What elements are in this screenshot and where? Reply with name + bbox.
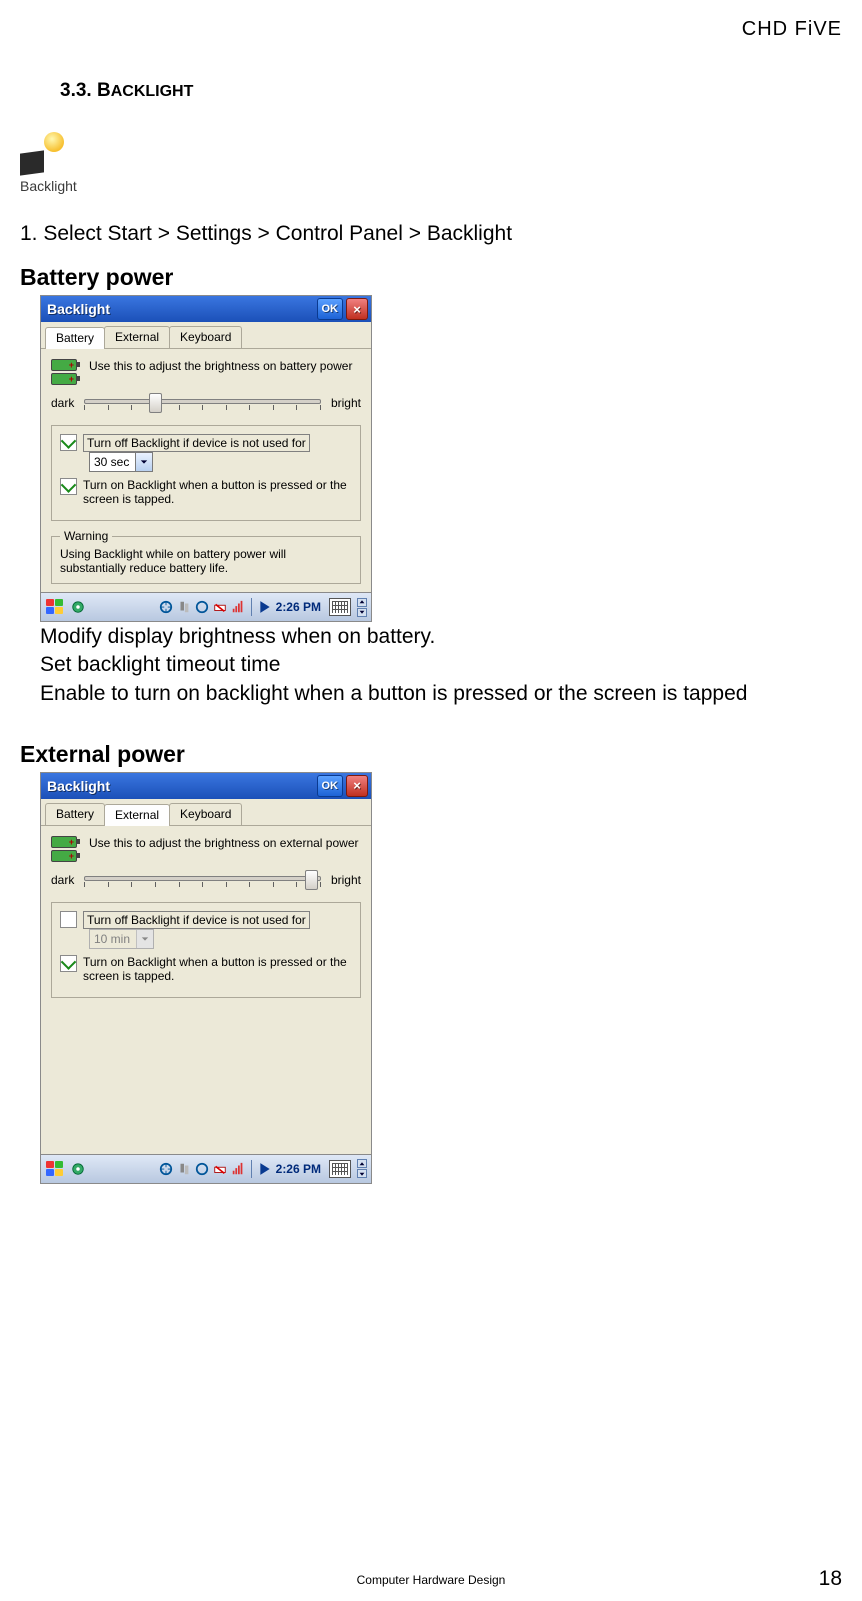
backlight-dialog-battery: Backlight OK × Battery External Keyboard…: [40, 295, 372, 622]
ok-button[interactable]: OK: [317, 298, 344, 320]
slider-ticks: [84, 405, 321, 411]
brightness-slider[interactable]: [80, 870, 325, 890]
tray-icon[interactable]: [159, 1162, 173, 1176]
checkbox-turn-on[interactable]: [60, 478, 77, 495]
window-title: Backlight: [47, 301, 317, 317]
tray-icon[interactable]: [159, 600, 173, 614]
panel-body: ++ Use this to adjust the brightness on …: [41, 349, 371, 592]
slider-label-dark: dark: [51, 396, 74, 410]
checkbox-turn-off-label: Turn off Backlight if device is not used…: [83, 434, 310, 452]
taskbar: 2:26 PM: [41, 592, 371, 621]
signal-icon[interactable]: [231, 1162, 245, 1176]
slider-label-dark: dark: [51, 873, 74, 887]
checkbox-turn-on[interactable]: [60, 955, 77, 972]
tab-battery[interactable]: Battery: [45, 803, 105, 825]
tab-external[interactable]: External: [104, 804, 170, 826]
backlight-bulb-icon: [20, 132, 68, 176]
backlight-dialog-external: Backlight OK × Battery External Keyboard…: [40, 772, 372, 1184]
close-button[interactable]: ×: [346, 775, 368, 797]
timeout-value: 30 sec: [94, 455, 129, 469]
close-icon: ×: [353, 778, 361, 793]
tray-icon[interactable]: [213, 1162, 227, 1176]
section-heading: 3.3. BACKLIGHT: [60, 80, 842, 102]
timeout-dropdown[interactable]: 30 sec: [89, 452, 153, 472]
tray-icon[interactable]: [177, 1162, 191, 1176]
tray-icon[interactable]: [71, 600, 85, 614]
document-page: CHD FiVE 3.3. BACKLIGHT Backlight 1. Sel…: [0, 0, 862, 1601]
checkbox-turn-off[interactable]: [60, 434, 77, 451]
keyboard-icon[interactable]: [329, 1160, 351, 1178]
start-button[interactable]: [45, 1160, 65, 1178]
brightness-slider[interactable]: [80, 393, 325, 413]
signal-icon[interactable]: [231, 600, 245, 614]
section-title-rest: ACKLIGHT: [111, 83, 194, 100]
start-button[interactable]: [45, 598, 65, 616]
battery-pair-icon: ++: [51, 836, 81, 862]
tray-icon[interactable]: [195, 1162, 209, 1176]
battery-desc-1: Modify display brightness when on batter…: [40, 624, 842, 650]
window-title: Backlight: [47, 778, 317, 794]
tab-external[interactable]: External: [104, 326, 170, 348]
tray-icon[interactable]: [213, 600, 227, 614]
tray-icon[interactable]: [195, 600, 209, 614]
checkbox-turn-on-label: Turn on Backlight when a button is press…: [83, 955, 352, 983]
tab-strip: Battery External Keyboard: [41, 322, 371, 349]
spinner-icon[interactable]: [357, 1159, 367, 1178]
taskbar: 2:26 PM: [41, 1154, 371, 1183]
hint-text: Use this to adjust the brightness on ext…: [89, 836, 358, 851]
keyboard-icon[interactable]: [329, 598, 351, 616]
play-icon[interactable]: [258, 600, 272, 614]
tray-icon[interactable]: [177, 600, 191, 614]
warning-text: Using Backlight while on battery power w…: [60, 547, 352, 575]
tab-keyboard[interactable]: Keyboard: [169, 803, 242, 825]
spinner-icon[interactable]: [357, 598, 367, 617]
tab-strip: Battery External Keyboard: [41, 799, 371, 826]
options-group: Turn off Backlight if device is not used…: [51, 902, 361, 998]
battery-desc-3: Enable to turn on backlight when a butto…: [40, 681, 842, 707]
slider-label-bright: bright: [331, 873, 361, 887]
taskbar-clock: 2:26 PM: [276, 1162, 321, 1176]
checkbox-turn-off[interactable]: [60, 911, 77, 928]
section-number: 3.3.: [60, 80, 97, 101]
tray-icon[interactable]: [71, 1162, 85, 1176]
timeout-value: 10 min: [94, 932, 130, 946]
battery-desc-2: Set backlight timeout time: [40, 652, 842, 678]
warning-title: Warning: [60, 529, 112, 543]
taskbar-clock: 2:26 PM: [276, 600, 321, 614]
chevron-down-icon: [135, 453, 152, 471]
hint-text: Use this to adjust the brightness on bat…: [89, 359, 352, 374]
tab-keyboard[interactable]: Keyboard: [169, 326, 242, 348]
warning-group: Warning Using Backlight while on battery…: [51, 529, 361, 584]
brand-label: CHD FiVE: [742, 18, 842, 41]
section-title-first: B: [97, 80, 111, 101]
checkbox-turn-off-label: Turn off Backlight if device is not used…: [83, 911, 310, 929]
play-icon[interactable]: [258, 1162, 272, 1176]
options-group: Turn off Backlight if device is not used…: [51, 425, 361, 521]
slider-ticks: [84, 882, 321, 888]
footer-center: Computer Hardware Design: [0, 1573, 862, 1587]
external-power-heading: External power: [20, 741, 842, 768]
slider-thumb[interactable]: [305, 870, 318, 890]
backlight-shortcut-label: Backlight: [20, 178, 842, 194]
panel-body: ++ Use this to adjust the brightness on …: [41, 826, 371, 1154]
close-icon: ×: [353, 302, 361, 317]
battery-power-heading: Battery power: [20, 264, 842, 291]
titlebar: Backlight OK ×: [41, 773, 371, 799]
chevron-down-icon: [136, 930, 153, 948]
close-button[interactable]: ×: [346, 298, 368, 320]
ok-button[interactable]: OK: [317, 775, 344, 797]
timeout-dropdown: 10 min: [89, 929, 154, 949]
tab-battery[interactable]: Battery: [45, 327, 105, 349]
backlight-shortcut: Backlight: [20, 132, 842, 194]
slider-thumb[interactable]: [149, 393, 162, 413]
titlebar: Backlight OK ×: [41, 296, 371, 322]
slider-label-bright: bright: [331, 396, 361, 410]
checkbox-turn-on-label: Turn on Backlight when a button is press…: [83, 478, 352, 506]
step-1-text: 1. Select Start > Settings > Control Pan…: [20, 222, 842, 246]
battery-pair-icon: ++: [51, 359, 81, 385]
page-number: 18: [819, 1567, 842, 1591]
